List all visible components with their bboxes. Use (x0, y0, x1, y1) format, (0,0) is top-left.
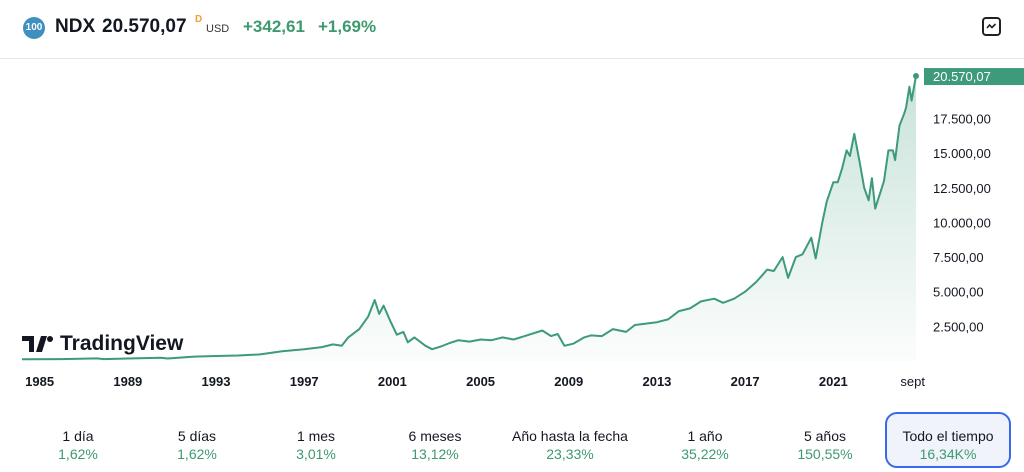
period-tab-1[interactable]: 5 días 1,62% (137, 412, 257, 468)
period-return: 1,62% (58, 446, 98, 462)
y-tick-label: 17.500,00 (933, 112, 991, 127)
period-tab-0[interactable]: 1 día 1,62% (18, 412, 138, 468)
period-label: 6 meses (408, 428, 462, 444)
delayed-indicator: D (195, 14, 203, 25)
period-tab-4[interactable]: Año hasta la fecha 23,33% (510, 412, 630, 468)
tradingview-logo-icon (22, 336, 53, 352)
x-tick-label: 1989 (113, 374, 142, 389)
y-tick-label: 2.500,00 (933, 319, 984, 334)
y-tick-label: 5.000,00 (933, 285, 984, 300)
x-tick-label: 2013 (642, 374, 671, 389)
y-tick-label: 7.500,00 (933, 250, 984, 265)
period-tab-7[interactable]: Todo el tiempo 16,34K% (885, 412, 1011, 468)
period-label: 1 día (62, 428, 94, 444)
x-tick-label: 2021 (819, 374, 848, 389)
last-price-label: 20.570,07 (933, 69, 991, 84)
period-selector: 1 día 1,62% 5 días 1,62% 1 mes 3,01% 6 meses 13… (0, 412, 1024, 472)
period-return: 35,22% (681, 446, 729, 462)
y-tick-label: 12.500,00 (933, 181, 991, 196)
last-price-label-bg (924, 68, 1024, 86)
price-change: +342,61 (243, 17, 305, 36)
period-tab-3[interactable]: 6 meses 13,12% (375, 412, 495, 468)
tradingview-logo: TradingView (22, 332, 183, 356)
header: 100 NDX 20.570,07 D USD +342,61 +1,69% (0, 0, 1024, 59)
x-tick-label: 2017 (731, 374, 760, 389)
last-price-dot (913, 73, 919, 80)
period-label: Todo el tiempo (902, 428, 994, 444)
period-label: 5 años (803, 428, 847, 444)
area-fill (22, 76, 916, 361)
period-label: 1 año (687, 428, 723, 444)
y-tick-label: 10.000,00 (933, 215, 991, 230)
x-tick-label: 1997 (290, 374, 319, 389)
period-return: 16,34K% (919, 446, 977, 462)
period-label: 1 mes (296, 428, 336, 444)
x-tick-label: 2001 (378, 374, 407, 389)
period-label: 5 días (177, 428, 217, 444)
currency: USD (206, 23, 230, 35)
logo-text: TradingView (60, 332, 184, 355)
period-return: 3,01% (296, 446, 336, 462)
x-tick-label: sept (900, 374, 925, 389)
price-line (21, 75, 917, 361)
price: 20.570,07 (102, 16, 187, 37)
period-return: 13,12% (411, 446, 459, 462)
period-tab-2[interactable]: 1 mes 3,01% (256, 412, 376, 468)
y-tick-label: 15.000,00 (933, 146, 991, 161)
price-change-percent: +1,69% (318, 17, 377, 36)
x-tick-label: 1993 (202, 374, 231, 389)
x-tick-label: 2009 (554, 374, 583, 389)
symbol[interactable]: NDX (55, 16, 96, 37)
x-tick-label: 2005 (466, 374, 495, 389)
price-chart[interactable]: 2.500,00 5.000,00 7.500,00 10.000,00 12.500,… (0, 59, 1024, 399)
period-return: 23,33% (546, 446, 594, 462)
period-tab-5[interactable]: 1 año 35,22% (645, 412, 765, 468)
period-return: 150,55% (797, 446, 853, 462)
period-label: Año hasta la fecha (512, 428, 628, 444)
index-logo-badge: 100 (23, 17, 45, 39)
period-return: 1,62% (177, 446, 217, 462)
chart-type-icon[interactable] (982, 17, 1001, 36)
x-tick-label: 1985 (25, 374, 54, 389)
period-tab-6[interactable]: 5 años 150,55% (765, 412, 885, 468)
